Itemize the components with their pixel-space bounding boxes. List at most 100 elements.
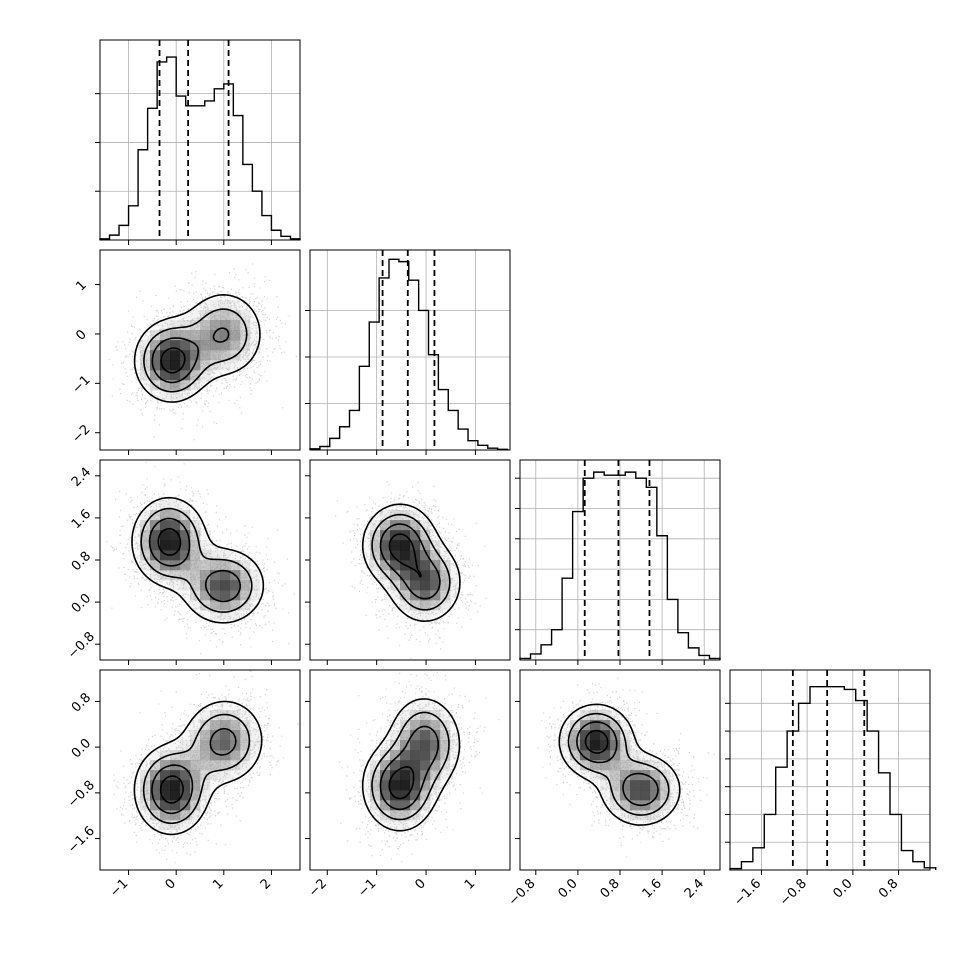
density-cell [150, 560, 161, 571]
density-cell [610, 750, 621, 761]
density-cell [240, 760, 251, 771]
density-cell [170, 360, 181, 371]
density-cell [190, 320, 201, 331]
contour-line [133, 700, 263, 836]
density-cell [430, 720, 441, 731]
density-cell [650, 770, 661, 781]
density-cell [620, 780, 631, 791]
density-cell [390, 750, 401, 761]
density-cell [190, 570, 201, 581]
density-cell [400, 700, 411, 711]
joint-panel-content [335, 481, 487, 659]
density-cell [380, 550, 391, 561]
density-cell [140, 770, 151, 781]
density-cell [370, 760, 381, 771]
density-cell [360, 790, 371, 801]
density-cell [610, 780, 621, 791]
contour-line [151, 727, 237, 815]
density-cell [200, 300, 211, 311]
density-cell [200, 570, 211, 581]
density-cell [400, 730, 411, 741]
density-cell [210, 370, 221, 381]
density-cell [180, 600, 191, 611]
density-cell [170, 780, 181, 791]
density-cell [180, 730, 191, 741]
density-cell [560, 740, 571, 751]
density-cell [600, 760, 611, 771]
density-cell [410, 740, 421, 751]
density-cell [200, 340, 211, 351]
density-cell [230, 370, 241, 381]
density-cell [240, 710, 251, 721]
density-cell [420, 520, 431, 531]
density-cell [620, 760, 631, 771]
density-cell [230, 550, 241, 561]
density-cell [400, 810, 411, 821]
histogram-step [729, 685, 937, 870]
density-cell [160, 520, 171, 531]
density-cell [570, 730, 581, 741]
y-tick-label: 0.8 [69, 549, 94, 574]
density-cell [600, 740, 611, 751]
density-cell [630, 730, 641, 741]
density-cell [190, 540, 201, 551]
density-cell [560, 710, 570, 720]
density-cell [630, 770, 641, 781]
density-cell [410, 730, 421, 741]
density-cell [140, 800, 151, 811]
density-cell [200, 730, 211, 741]
density-cell [190, 560, 201, 571]
density-cell [400, 830, 410, 840]
density-cell [210, 780, 221, 791]
density-cell [440, 730, 451, 741]
density-cell [410, 580, 421, 591]
y-tick-label: −0.8 [65, 629, 98, 662]
density-cell [220, 550, 231, 561]
density-cell [450, 570, 461, 581]
density-cell [130, 340, 141, 351]
density-cell [190, 550, 201, 561]
density-cell [380, 510, 391, 521]
density-cell [260, 580, 271, 591]
density-cell [190, 580, 201, 591]
density-cell [150, 510, 161, 521]
contour-line [140, 507, 253, 613]
density-cell [590, 740, 601, 751]
density-cell [180, 330, 191, 341]
density-cell [660, 760, 671, 771]
density-cell [430, 550, 441, 561]
x-tick-label: 0.0 [830, 876, 855, 901]
histogram-step [99, 56, 301, 240]
density-cell [430, 520, 441, 531]
density-cell [230, 330, 241, 341]
density-cell [150, 540, 161, 551]
density-cell [380, 770, 391, 781]
density-cell [610, 790, 621, 801]
density-cell [190, 800, 201, 811]
density-cell [200, 590, 211, 601]
density-cell [420, 800, 431, 811]
density-cell [380, 580, 391, 591]
joint-panel-0-2: −0.8 0.0 0.8 1.6 2.4 [65, 459, 301, 665]
density-cell [240, 730, 251, 741]
density-cell [190, 300, 201, 311]
density-cell [180, 370, 191, 381]
density-cell [150, 750, 161, 761]
density-cell [390, 790, 401, 801]
density-cell [580, 760, 591, 771]
density-cell [200, 780, 211, 791]
density-cell [600, 750, 611, 761]
density-cell [200, 720, 211, 731]
density-cell [370, 530, 381, 541]
density-cell [160, 500, 171, 511]
contour-line [160, 347, 186, 374]
density-cell [390, 830, 400, 840]
density-cell [160, 340, 171, 351]
density-cell [220, 590, 231, 601]
histogram-panel-2 [515, 459, 721, 665]
y-tick-label: 1 [73, 278, 89, 294]
density-cell [420, 570, 431, 581]
density-cell [150, 390, 161, 401]
density-cell [620, 730, 631, 741]
